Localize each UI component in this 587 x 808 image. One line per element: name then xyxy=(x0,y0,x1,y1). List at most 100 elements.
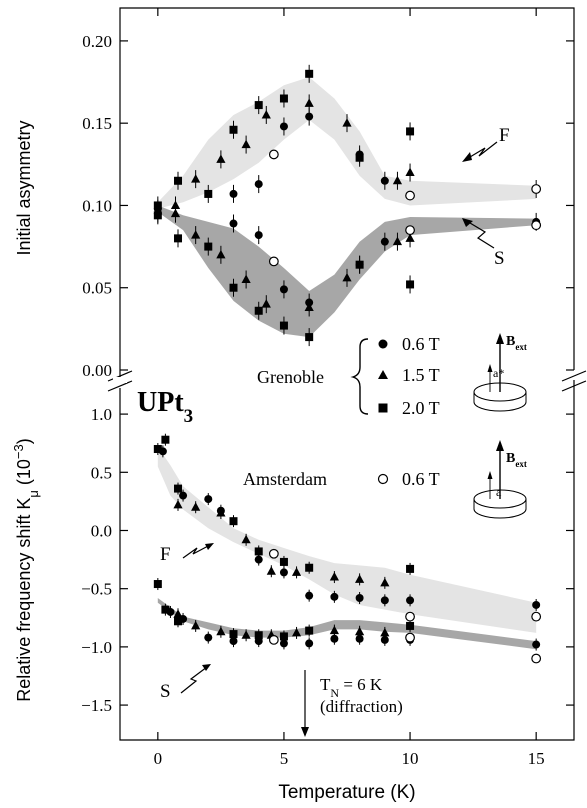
data-point-circle xyxy=(355,594,364,602)
data-point-square xyxy=(174,176,183,185)
data-point-square xyxy=(161,605,170,614)
data-point-open-circle xyxy=(405,190,415,201)
data-point-circle xyxy=(305,639,314,648)
data-point-triangle xyxy=(355,626,365,636)
x-tick-label: 5 xyxy=(280,749,289,768)
data-point-square xyxy=(204,242,213,251)
legend-marker-square xyxy=(378,403,388,413)
svg-text:S: S xyxy=(494,248,505,269)
data-point-open-circle xyxy=(531,611,542,622)
data-point-square xyxy=(305,626,314,635)
svg-text:a: a xyxy=(496,485,502,499)
data-point-triangle xyxy=(191,502,201,511)
data-point-triangle xyxy=(216,626,226,636)
data-point-square xyxy=(406,621,415,630)
x-tick-label: 10 xyxy=(402,749,419,768)
data-points xyxy=(153,69,542,664)
data-point-triangle xyxy=(216,154,226,163)
data-point-triangle xyxy=(241,630,251,639)
data-point-open-circle xyxy=(405,225,415,236)
data-point-triangle xyxy=(191,620,201,630)
data-point-open-circle xyxy=(405,611,415,622)
band-label-bottom-S: S xyxy=(160,664,211,702)
legend-entry-0-6T: 0.6 T xyxy=(402,334,440,354)
data-point-open-circle xyxy=(268,149,279,160)
data-point-circle xyxy=(305,591,314,600)
data-point-circle xyxy=(254,180,263,189)
sample-title: UPt3 xyxy=(137,387,193,427)
data-point-triangle xyxy=(241,534,251,544)
data-point-circle xyxy=(532,640,541,649)
legend-marker-circle xyxy=(378,339,388,349)
svg-text:S: S xyxy=(160,681,171,702)
data-point-circle xyxy=(380,237,389,246)
data-point-square xyxy=(204,189,213,198)
data-point-square xyxy=(305,333,314,342)
data-point-triangle xyxy=(392,175,403,185)
data-point-square xyxy=(279,94,288,103)
data-point-open-circle xyxy=(405,632,415,643)
band-label-top-F: F xyxy=(462,125,510,162)
frame-bottom xyxy=(119,380,575,741)
data-point-square xyxy=(406,564,415,573)
data-point-square xyxy=(254,101,263,110)
data-point-circle xyxy=(330,592,339,601)
data-point-circle xyxy=(305,112,314,121)
axis-break-right xyxy=(561,370,587,392)
data-point-triangle xyxy=(261,109,271,119)
legend-marker-open-circle xyxy=(377,473,389,485)
data-point-square xyxy=(161,435,170,444)
band-F-panel-1 xyxy=(157,77,537,209)
y-tick-label: −1.5 xyxy=(81,696,112,715)
y-tick-label: 0.15 xyxy=(82,114,112,133)
data-point-triangle xyxy=(405,233,415,242)
data-point-square xyxy=(174,234,183,243)
data-point-triangle xyxy=(170,208,181,218)
axis-break-gap-left xyxy=(113,377,127,383)
data-point-triangle xyxy=(241,139,251,149)
sample-disk-icon-grenoble: Bext a* xyxy=(473,333,527,412)
legend-entry-2-0T: 2.0 T xyxy=(402,398,440,418)
data-point-square xyxy=(229,125,238,134)
axis-break-left xyxy=(107,370,133,392)
data-point-triangle xyxy=(173,499,183,509)
data-point-square xyxy=(174,617,183,626)
data-point-circle xyxy=(279,122,288,131)
data-point-open-circle xyxy=(531,220,542,231)
frame-top xyxy=(119,7,575,378)
band-S-panel-2 xyxy=(157,598,537,650)
data-point-triangle xyxy=(392,236,403,246)
svg-text:Bext: Bext xyxy=(506,451,527,469)
data-point-triangle xyxy=(216,508,226,517)
data-point-triangle xyxy=(173,609,183,618)
svg-text:Bext: Bext xyxy=(506,334,527,352)
band-label-bottom-F: F xyxy=(160,543,214,565)
data-point-square xyxy=(153,580,162,589)
legend: Grenoble 0.6 T 1.5 T 2.0 T Amsterdam 0.6… xyxy=(243,333,527,519)
data-point-open-circle xyxy=(531,184,542,194)
data-point-circle xyxy=(279,639,288,648)
data-point-open-circle xyxy=(531,653,542,664)
data-point-triangle xyxy=(291,567,302,576)
data-point-circle xyxy=(532,600,541,609)
data-point-triangle xyxy=(355,574,365,583)
data-point-triangle xyxy=(304,98,314,107)
y-tick-label: −1.0 xyxy=(81,638,112,657)
data-point-triangle xyxy=(380,627,390,637)
sample-disk-icon-amsterdam: Bext a xyxy=(473,440,527,519)
legend-entry-1-5T: 1.5 T xyxy=(402,365,440,385)
legend-grenoble-label: Grenoble xyxy=(257,367,324,387)
data-point-triangle xyxy=(191,230,201,239)
data-point-square xyxy=(305,563,314,572)
data-point-square xyxy=(279,557,288,566)
data-point-open-circle xyxy=(268,635,279,645)
bands-bottom xyxy=(157,446,537,650)
data-point-circle xyxy=(179,491,188,500)
data-point-square xyxy=(279,321,288,330)
data-point-square xyxy=(355,153,364,162)
data-point-circle xyxy=(204,495,213,504)
data-point-circle xyxy=(406,596,415,605)
data-point-square xyxy=(229,283,238,292)
data-point-square xyxy=(153,445,162,454)
